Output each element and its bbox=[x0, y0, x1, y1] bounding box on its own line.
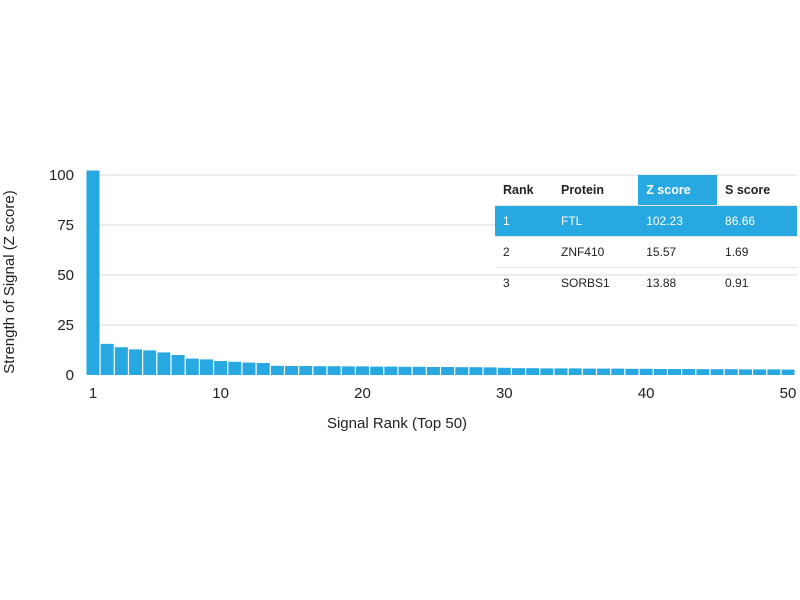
bar-rank-11 bbox=[228, 361, 242, 375]
bar-rank-18 bbox=[327, 366, 341, 375]
y-tick-label: 0 bbox=[66, 367, 74, 384]
bar-rank-41 bbox=[653, 369, 667, 375]
bar-rank-3 bbox=[114, 347, 128, 375]
bar-rank-46 bbox=[724, 369, 738, 375]
bar-rank-44 bbox=[696, 369, 710, 375]
x-tick-label: 40 bbox=[638, 385, 655, 402]
x-axis-label: Signal Rank (Top 50) bbox=[327, 415, 467, 432]
bar-rank-28 bbox=[469, 367, 483, 375]
bar-rank-6 bbox=[157, 352, 171, 375]
table-row: 2 ZNF410 15.57 1.69 bbox=[495, 236, 797, 268]
y-tick-label: 75 bbox=[57, 217, 74, 234]
bar-rank-27 bbox=[455, 367, 469, 375]
cell-rank: 2 bbox=[495, 236, 553, 268]
bar-rank-10 bbox=[214, 361, 228, 375]
bar-rank-26 bbox=[441, 367, 455, 375]
bar-rank-38 bbox=[611, 368, 625, 375]
bar-rank-22 bbox=[384, 366, 398, 375]
bar-rank-24 bbox=[412, 366, 426, 375]
bar-rank-19 bbox=[341, 366, 355, 375]
y-tick-label: 100 bbox=[49, 167, 74, 184]
bar-rank-50 bbox=[781, 369, 795, 375]
y-tick-label: 50 bbox=[57, 267, 74, 284]
bar-rank-45 bbox=[710, 369, 724, 375]
table-row: 3 SORBS1 13.88 0.91 bbox=[495, 267, 797, 298]
bar-rank-4 bbox=[129, 349, 143, 375]
cell-s-score: 86.66 bbox=[717, 205, 797, 237]
bar-rank-40 bbox=[639, 368, 653, 375]
y-axis-label: Strength of Signal (Z score) bbox=[1, 190, 18, 373]
bar-rank-29 bbox=[483, 367, 497, 375]
cell-z-score: 13.88 bbox=[638, 267, 718, 298]
bar-rank-20 bbox=[355, 366, 369, 375]
bar-rank-5 bbox=[143, 350, 157, 375]
top-signals-table: Rank Protein Z score S score 1 FTL 102.2… bbox=[495, 175, 797, 298]
header-protein: Protein bbox=[560, 183, 605, 197]
cell-protein: FTL bbox=[552, 205, 639, 237]
cell-s-score: 0.91 bbox=[717, 267, 797, 298]
bar-rank-42 bbox=[668, 369, 682, 375]
bar-rank-47 bbox=[738, 369, 752, 375]
cell-z-score: 102.23 bbox=[638, 205, 718, 237]
x-tick-label: 50 bbox=[780, 385, 797, 402]
bar-rank-35 bbox=[568, 368, 582, 375]
y-tick-label: 25 bbox=[57, 317, 74, 334]
bar-rank-32 bbox=[526, 368, 540, 375]
bar-rank-21 bbox=[370, 366, 384, 375]
bar-rank-25 bbox=[426, 367, 440, 375]
bar-rank-39 bbox=[625, 368, 639, 375]
bar-rank-34 bbox=[554, 368, 568, 375]
bar-rank-1 bbox=[86, 170, 100, 375]
bar-rank-2 bbox=[100, 343, 114, 375]
x-tick-label: 10 bbox=[212, 385, 229, 402]
bar-rank-8 bbox=[185, 358, 199, 375]
cell-protein: SORBS1 bbox=[552, 267, 639, 298]
bar-rank-37 bbox=[597, 368, 611, 375]
cell-z-score: 15.57 bbox=[638, 236, 718, 268]
bar-rank-7 bbox=[171, 355, 185, 375]
cell-protein: ZNF410 bbox=[552, 236, 639, 268]
bar-rank-49 bbox=[767, 369, 781, 375]
header-s-score: S score bbox=[725, 183, 771, 197]
header-z-score: Z score bbox=[638, 175, 718, 206]
cell-rank: 3 bbox=[495, 267, 553, 298]
bar-rank-15 bbox=[285, 366, 299, 375]
x-tick-label: 20 bbox=[354, 385, 371, 402]
header-rank: Rank bbox=[503, 183, 534, 197]
x-tick-label: 1 bbox=[89, 385, 97, 402]
bar-rank-12 bbox=[242, 362, 256, 375]
bar-rank-33 bbox=[540, 368, 554, 375]
cell-s-score: 1.69 bbox=[717, 236, 797, 268]
bar-rank-36 bbox=[582, 368, 596, 375]
bar-rank-48 bbox=[753, 369, 767, 375]
bar-rank-16 bbox=[299, 366, 313, 375]
table-row: 1 FTL 102.23 86.66 bbox=[495, 205, 797, 237]
bar-rank-9 bbox=[199, 359, 213, 375]
bar-rank-31 bbox=[512, 368, 526, 375]
bar-rank-13 bbox=[256, 363, 270, 375]
bar-rank-23 bbox=[398, 366, 412, 375]
cell-rank: 1 bbox=[495, 205, 553, 237]
bar-rank-30 bbox=[497, 367, 511, 375]
x-tick-label: 30 bbox=[496, 385, 513, 402]
bar-rank-14 bbox=[270, 365, 284, 375]
bar-rank-17 bbox=[313, 366, 327, 375]
bar-rank-43 bbox=[682, 369, 696, 375]
table-header-row: Rank Protein Z score S score bbox=[495, 175, 797, 206]
